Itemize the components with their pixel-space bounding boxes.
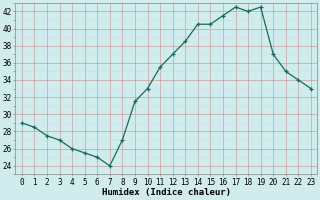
X-axis label: Humidex (Indice chaleur): Humidex (Indice chaleur) [102, 188, 231, 197]
